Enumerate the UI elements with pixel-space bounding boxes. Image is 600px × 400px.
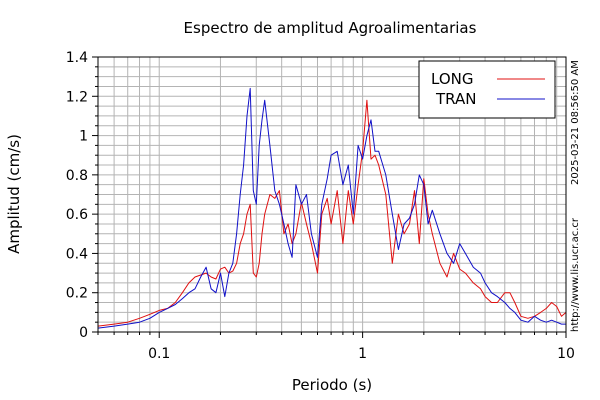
legend-box xyxy=(418,60,556,119)
legend-label-long: LONG xyxy=(431,70,473,88)
series-group xyxy=(97,87,567,329)
grid-lines xyxy=(97,57,567,332)
x-tick-label: 1 xyxy=(358,346,367,362)
y-axis-label: Amplitud (cm/s) xyxy=(5,134,23,254)
chart-title: Espectro de amplitud Agroalimentarias xyxy=(184,19,477,37)
y-tick-label: 0.2 xyxy=(66,286,88,302)
x-axis-label: Periodo (s) xyxy=(292,376,372,394)
y-tick-label: 1 xyxy=(79,129,88,145)
website-label: http://www.lis.ucr.ac.cr xyxy=(570,218,581,332)
y-tick-label: 0.4 xyxy=(66,246,88,262)
y-tick-label: 1.2 xyxy=(66,89,88,105)
legend-label-tran: TRAN xyxy=(435,90,476,108)
series-line-tran xyxy=(97,87,566,329)
y-tick-label: 0 xyxy=(79,325,88,341)
legend: LONG TRAN xyxy=(418,60,556,119)
y-tick-label: 0.6 xyxy=(66,207,88,223)
y-tick-label: 1.4 xyxy=(66,50,88,66)
x-tick-label: 0.1 xyxy=(148,346,170,362)
axis-ticks: 0 0.2 0.4 0.6 0.8 1 1.2 1.4 0.1 1 10 xyxy=(66,50,575,362)
series-line-long xyxy=(97,99,567,327)
timestamp-label: 2025-03-21 08:56:50 AM xyxy=(570,60,581,185)
x-tick-label: 10 xyxy=(557,346,575,362)
y-tick-label: 0.8 xyxy=(66,168,88,184)
